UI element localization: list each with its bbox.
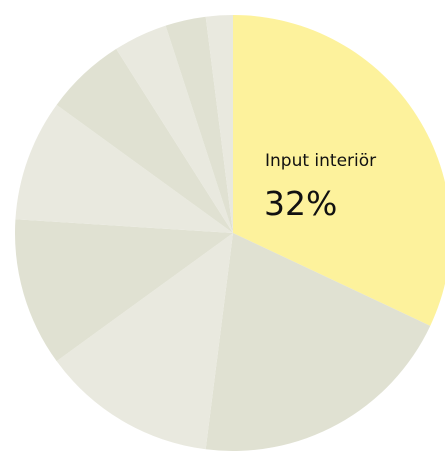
slice-value-label: 32%	[264, 184, 337, 223]
pie-slice	[15, 219, 234, 362]
pie-slice	[205, 15, 233, 233]
pie-slice	[233, 15, 445, 326]
pie-slice	[15, 104, 233, 233]
pie-slice	[56, 48, 234, 234]
pie-slice	[165, 16, 233, 233]
pie-slice	[205, 233, 431, 451]
pie-slice	[116, 25, 233, 234]
pie-slice	[56, 233, 234, 450]
slice-label: Input interiör	[265, 151, 376, 171]
